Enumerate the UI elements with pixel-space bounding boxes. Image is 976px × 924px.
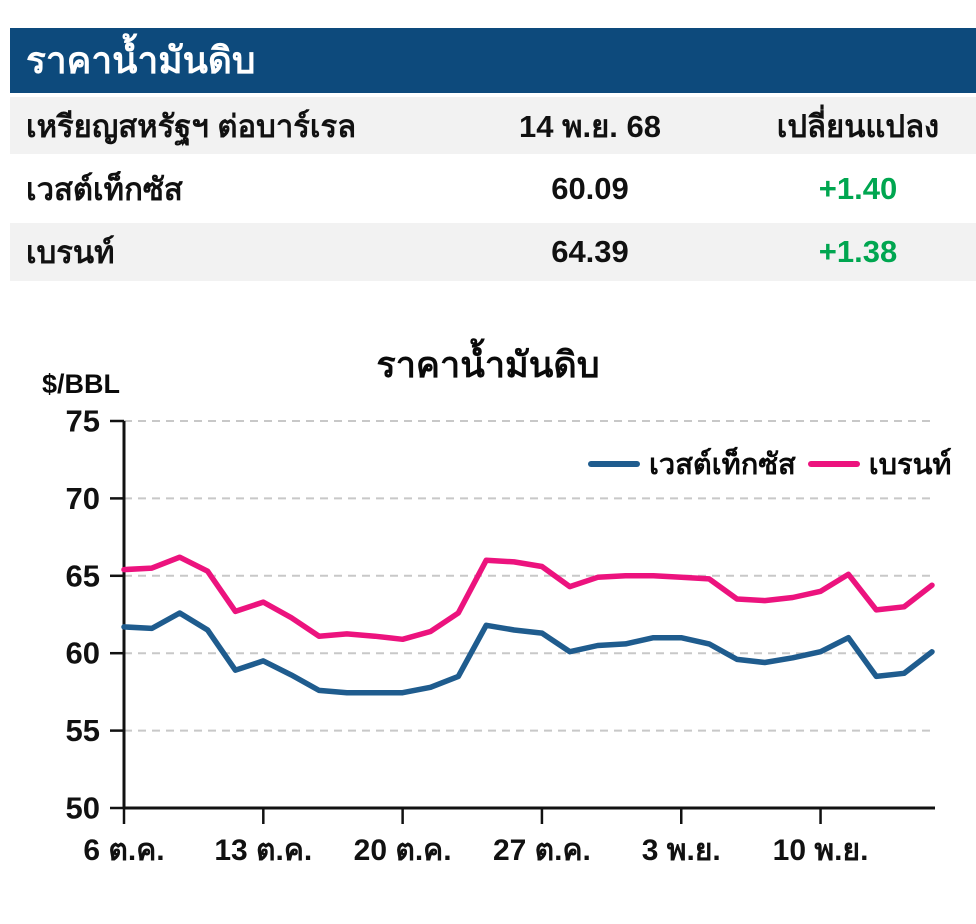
header-date: 14 พ.ย. 68 xyxy=(518,108,661,144)
price-line-chart: 50 55 60 65 70 75 6 ต.ค. 13 ต.ค. 20 ต.ค. 27 ต.ค. 3… xyxy=(66,404,935,867)
price-value: 64.39 xyxy=(551,234,629,269)
header-change: เปลี่ยนแปลง xyxy=(776,108,940,144)
instrument-name: เบรนท์ xyxy=(26,235,115,270)
instrument-name: เวสต์เท็กซัส xyxy=(26,171,183,207)
table-title-banner: ราคาน้ำมันดิบ xyxy=(10,28,976,93)
change-value: +1.40 xyxy=(818,170,898,206)
x-tick-label: 3 พ.ย. xyxy=(642,834,721,867)
brent-line-swatch-icon xyxy=(807,461,860,467)
table-row-brent: เบรนท์ 64.39 +1.38 xyxy=(10,223,976,281)
table-title: ราคาน้ำมันดิบ xyxy=(26,40,256,81)
y-tick-label: 65 xyxy=(66,558,100,593)
x-tick-label: 6 ต.ค. xyxy=(83,834,164,867)
legend-label-wti: เวสต์เท็กซัส xyxy=(649,449,796,481)
x-tick-label: 10 พ.ย. xyxy=(773,834,869,867)
legend-label-brent: เบรนท์ xyxy=(868,449,952,481)
header-unit: เหรียญสหรัฐฯ ต่อบาร์เรล xyxy=(26,108,357,144)
price-value: 60.09 xyxy=(551,170,629,206)
table-header-row: เหรียญสหรัฐฯ ต่อบาร์เรล 14 พ.ย. 68 เปลี่… xyxy=(10,97,976,154)
x-tick-label: 20 ต.ค. xyxy=(354,834,452,867)
y-tick-label: 75 xyxy=(66,404,100,439)
y-tick-label: 50 xyxy=(66,791,100,826)
series-line-wti xyxy=(121,610,935,696)
y-tick-label: 55 xyxy=(66,713,100,748)
legend-item-wti: เวสต์เท็กซัส xyxy=(588,441,796,487)
change-value: +1.38 xyxy=(818,234,898,269)
chart-legend: เวสต์เท็กซัส เบรนท์ xyxy=(588,441,952,487)
series-line-brent xyxy=(121,554,935,643)
y-tick-label: 70 xyxy=(66,481,100,516)
y-axis-unit-label: $/BBL xyxy=(42,369,121,399)
y-tick-label: 60 xyxy=(66,636,100,671)
x-tick-label: 27 ต.ค. xyxy=(493,834,591,867)
wti-line-swatch-icon xyxy=(588,461,640,467)
legend-item-brent: เบรนท์ xyxy=(807,441,952,487)
table-row-wti: เวสต์เท็กซัส 60.09 +1.40 xyxy=(10,159,976,218)
chart-title: ราคาน้ำมันดิบ xyxy=(376,344,600,385)
x-tick-label: 13 ต.ค. xyxy=(214,834,312,867)
